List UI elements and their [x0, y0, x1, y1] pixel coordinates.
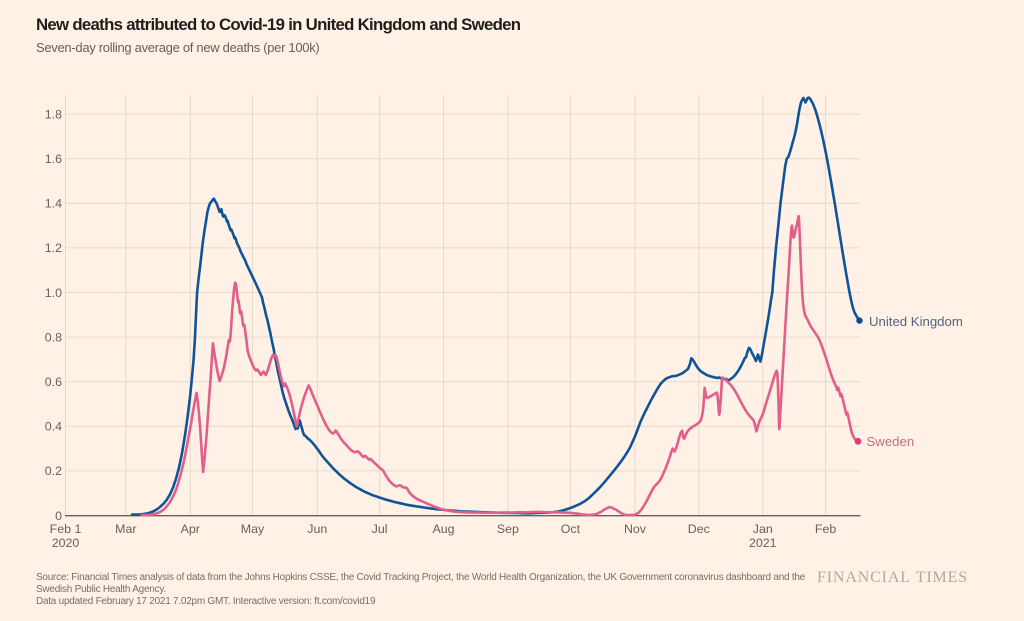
svg-text:1.0: 1.0 — [45, 286, 62, 300]
svg-text:Feb 1: Feb 1 — [50, 522, 82, 536]
svg-text:Jun: Jun — [307, 522, 327, 536]
svg-text:Oct: Oct — [561, 522, 581, 536]
svg-text:1.8: 1.8 — [45, 107, 62, 121]
svg-text:0.4: 0.4 — [45, 420, 62, 434]
svg-text:1.6: 1.6 — [45, 152, 62, 166]
svg-text:2021: 2021 — [749, 536, 777, 550]
svg-text:Dec: Dec — [688, 522, 710, 536]
svg-text:United Kingdom: United Kingdom — [869, 314, 963, 329]
svg-text:0.6: 0.6 — [45, 375, 62, 389]
svg-text:Sep: Sep — [497, 522, 519, 536]
svg-text:0.8: 0.8 — [45, 330, 62, 344]
svg-text:0: 0 — [55, 509, 62, 523]
svg-text:May: May — [241, 522, 265, 536]
svg-text:1.4: 1.4 — [45, 197, 62, 211]
svg-text:Feb: Feb — [815, 522, 836, 536]
svg-text:0.2: 0.2 — [45, 464, 62, 478]
svg-text:Aug: Aug — [432, 522, 454, 536]
svg-text:Sweden: Sweden — [867, 434, 915, 449]
svg-text:Jul: Jul — [372, 522, 388, 536]
svg-text:Apr: Apr — [181, 522, 200, 536]
svg-text:Nov: Nov — [624, 522, 647, 536]
svg-text:Mar: Mar — [115, 522, 136, 536]
svg-text:Jan: Jan — [753, 522, 773, 536]
svg-text:1.2: 1.2 — [45, 241, 62, 255]
svg-text:2020: 2020 — [52, 536, 80, 550]
